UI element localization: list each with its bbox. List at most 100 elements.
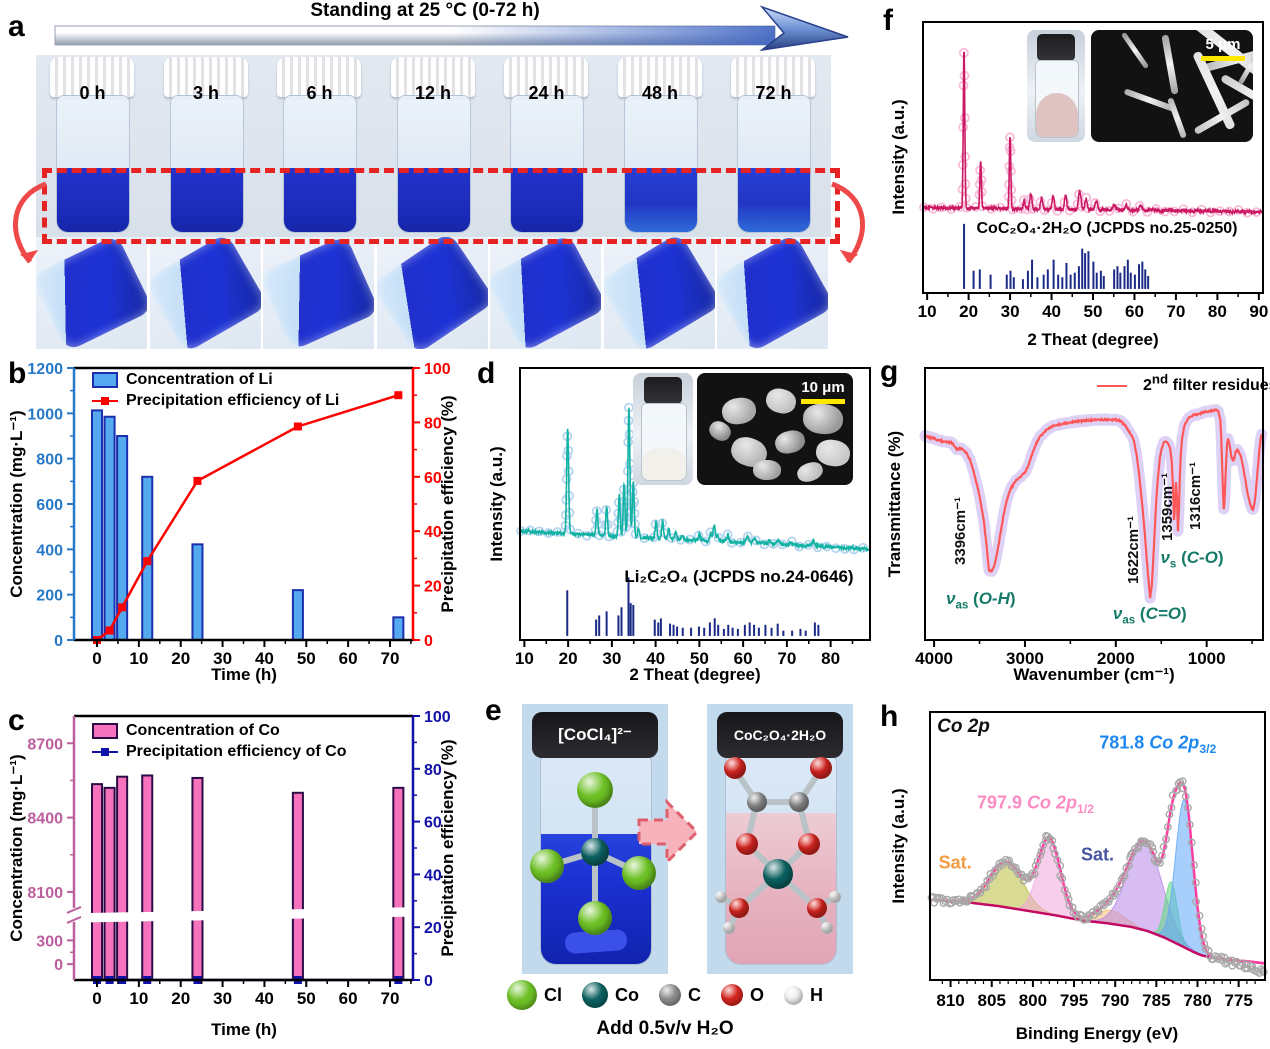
- line-swatch: [92, 746, 118, 758]
- red-curved-arrow-left-icon: [13, 181, 47, 264]
- panel-letter-g: g: [880, 355, 899, 388]
- svg-text:20: 20: [171, 989, 190, 1008]
- chart-g-canvas: 4000 3000 2000 1000: [915, 367, 1268, 668]
- sem-scalebar-line: [801, 399, 845, 404]
- vial-photo-3: 12 h: [377, 55, 490, 237]
- svg-text:60: 60: [424, 470, 442, 487]
- line-series-b: [93, 391, 403, 644]
- chart-f-inset-sem-image: 5 μm: [1091, 30, 1253, 142]
- vial-photo-4: 24 h: [490, 55, 603, 237]
- chart-c-canvas: 0 10 20 30 40 50 60 70 0 300 8100 8400 8700 0 20 40 60 80…: [27, 709, 450, 1008]
- svg-text:80: 80: [821, 649, 840, 668]
- xrd-reference-sticks-f: [963, 223, 1150, 289]
- svg-text:60: 60: [339, 649, 358, 668]
- vial-glass: [169, 95, 244, 233]
- svg-text:0: 0: [92, 649, 101, 668]
- svg-text:795: 795: [1060, 991, 1088, 1010]
- legend-label-bar: Concentration of Co: [126, 722, 280, 739]
- vial-photo-5: 48 h: [604, 55, 717, 237]
- legend-label-bar: Concentration of Li: [126, 371, 273, 388]
- vial-cap: [277, 57, 361, 97]
- timeline-arrow-banner: [54, 5, 849, 52]
- tilted-vial: [603, 237, 715, 349]
- panel-letter-e: e: [485, 694, 502, 727]
- atom-color-legend: Cl Co C O H: [455, 980, 875, 1010]
- svg-text:100: 100: [424, 361, 451, 378]
- cobalt-atom: [763, 859, 793, 889]
- bar-swatch: [92, 723, 118, 739]
- svg-text:4000: 4000: [915, 649, 953, 668]
- chart-f-x-axis-title: 2 Theat (degree): [1027, 330, 1159, 349]
- vial-photo-2: 6 h: [263, 55, 376, 237]
- chlorine-atom: [577, 772, 613, 808]
- chart-d-canvas: 10 20 30 40 50 60 70 80: [515, 367, 871, 668]
- svg-text:0: 0: [54, 957, 63, 974]
- ftir-annotation-1: νas (O-H): [945, 589, 1016, 612]
- svg-text:810: 810: [936, 991, 964, 1010]
- tilted-vial-photo-1: [149, 237, 261, 349]
- vial-time-label: 48 h: [641, 83, 679, 103]
- o-atom-icon: [720, 984, 743, 1006]
- svg-text:8100: 8100: [27, 885, 63, 902]
- vial-cap: [163, 57, 248, 97]
- vial-time-label: 6 h: [306, 83, 333, 103]
- xrd-trace-f: [923, 51, 1263, 217]
- legend-element-label: H: [810, 984, 823, 1005]
- sem-particle: [772, 427, 808, 457]
- bar-series-b: [90, 409, 405, 642]
- legend-element-label: Cl: [543, 984, 562, 1005]
- chart-c-legend: Concentration of Co Precipitation efficie…: [92, 722, 346, 761]
- chart-b-x-axis-title: Time (h): [211, 665, 277, 684]
- svg-text:60: 60: [339, 989, 358, 1008]
- tilted-vial: [490, 237, 601, 349]
- sem-scalebar-label: 5 μm: [1205, 36, 1241, 53]
- panel-letter-b: b: [8, 357, 27, 390]
- water-oxygen-atom: [807, 898, 827, 918]
- vial-cap: [50, 57, 134, 97]
- carbon-atom: [747, 792, 767, 812]
- timeline-arrowhead-icon: [759, 5, 849, 52]
- legend-item-bar: Concentration of Li: [92, 371, 339, 389]
- svg-text:20: 20: [559, 649, 578, 668]
- molecule-bond: [757, 799, 799, 805]
- legend-item-o: O: [720, 984, 764, 1006]
- svg-text:80: 80: [424, 415, 442, 432]
- svg-text:10: 10: [515, 649, 534, 668]
- sem-rod: [1166, 97, 1187, 139]
- line-swatch-marker: [101, 748, 109, 756]
- sem-particle: [794, 458, 826, 485]
- hydrogen-atom: [715, 891, 727, 903]
- hydrogen-atom: [723, 922, 735, 934]
- legend-item-c: C: [658, 984, 701, 1006]
- vial-glass: [396, 95, 471, 233]
- svg-text:10: 10: [918, 302, 937, 321]
- vial-time-label: 24 h: [528, 83, 565, 103]
- svg-text:8400: 8400: [27, 811, 63, 828]
- legend-label-line: Precipitation efficiency of Li: [126, 392, 340, 409]
- chart-b-left-axis-title: Concentration (mg·L⁻¹): [7, 410, 26, 598]
- chart-d-inset-sem-image: 10 μm: [697, 373, 853, 485]
- sem-particle: [753, 460, 782, 481]
- svg-text:805: 805: [978, 991, 1006, 1010]
- svg-text:40: 40: [1042, 302, 1061, 321]
- chart-h-x-axis-title: Binding Energy (eV): [1015, 1024, 1179, 1043]
- vial-liquid: [284, 168, 356, 232]
- svg-text:30: 30: [602, 649, 621, 668]
- chart-g-legend: 2nd filter residues: [1097, 373, 1270, 395]
- panel-a: a Standing at 25 °C (0-72 h) 0 h 3 h 6 h 12…: [0, 0, 875, 355]
- svg-text:50: 50: [690, 649, 709, 668]
- tilted-vial-photo-row: [36, 237, 831, 349]
- panel-letter-c: c: [8, 704, 25, 737]
- panel-e-caption: Add 0.5v/v H₂O: [596, 1018, 734, 1039]
- svg-text:70: 70: [381, 989, 400, 1008]
- panel-f: 10 20 30 40 50 60 70 80 90 f Intensity (a.u.) 2 …: [875, 0, 1270, 355]
- vial-liquid: [397, 168, 470, 232]
- legend-line-swatch: [1097, 384, 1127, 388]
- svg-text:775: 775: [1224, 991, 1252, 1010]
- vial-glass: [56, 95, 130, 233]
- svg-text:800: 800: [36, 452, 63, 469]
- svg-text:30: 30: [213, 989, 232, 1008]
- inset-vial-pink-powder: [1035, 93, 1079, 138]
- svg-text:70: 70: [777, 649, 796, 668]
- xps-annotation-4: Sat.: [1080, 844, 1115, 865]
